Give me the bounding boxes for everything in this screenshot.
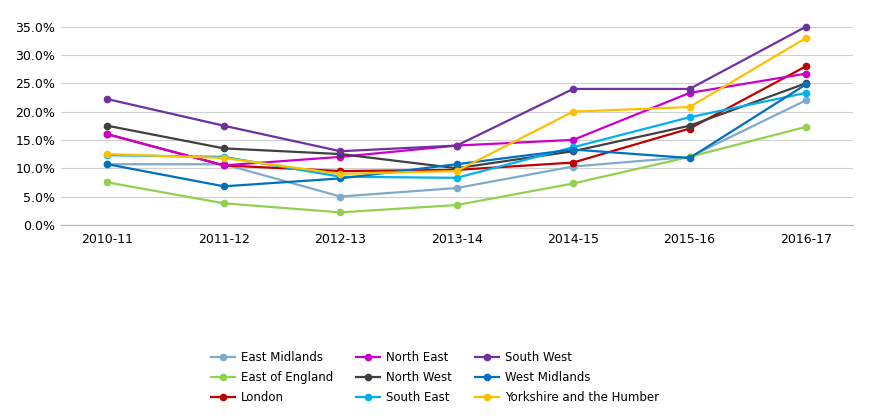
- South East: [335, 174, 345, 179]
- Legend: East Midlands, East of England, London, North East, North West, South East, Sout: East Midlands, East of England, London, …: [205, 345, 664, 410]
- West Midlands: [218, 184, 229, 189]
- North East: [567, 137, 578, 142]
- Yorkshire and the Humber: [451, 168, 461, 173]
- North East: [335, 154, 345, 159]
- South West: [218, 123, 229, 128]
- London: [799, 64, 810, 69]
- North West: [335, 151, 345, 156]
- East Midlands: [451, 186, 461, 191]
- North East: [218, 163, 229, 168]
- London: [335, 168, 345, 173]
- Line: Yorkshire and the Humber: Yorkshire and the Humber: [104, 35, 808, 177]
- North East: [103, 132, 113, 137]
- London: [567, 160, 578, 165]
- South East: [684, 115, 694, 120]
- East of England: [799, 124, 810, 129]
- South East: [799, 90, 810, 95]
- London: [218, 163, 229, 168]
- West Midlands: [103, 162, 113, 167]
- Line: South East: South East: [104, 90, 808, 181]
- Yorkshire and the Humber: [335, 171, 345, 176]
- East Midlands: [684, 154, 694, 159]
- Line: East Midlands: East Midlands: [104, 97, 808, 200]
- North West: [218, 146, 229, 151]
- East of England: [103, 180, 113, 185]
- Yorkshire and the Humber: [103, 151, 113, 156]
- Yorkshire and the Humber: [218, 156, 229, 161]
- North East: [799, 71, 810, 76]
- Line: London: London: [104, 63, 808, 174]
- West Midlands: [335, 176, 345, 181]
- East Midlands: [103, 162, 113, 167]
- South West: [335, 149, 345, 154]
- South East: [451, 175, 461, 180]
- South West: [567, 87, 578, 92]
- West Midlands: [799, 82, 810, 87]
- South East: [218, 154, 229, 159]
- Line: West Midlands: West Midlands: [104, 81, 808, 189]
- London: [103, 132, 113, 137]
- East of England: [567, 181, 578, 186]
- East Midlands: [567, 164, 578, 169]
- North West: [567, 149, 578, 154]
- East of England: [684, 154, 694, 159]
- London: [684, 126, 694, 131]
- Line: East of England: East of England: [104, 124, 808, 215]
- North East: [684, 90, 694, 95]
- North West: [103, 123, 113, 128]
- North East: [451, 143, 461, 148]
- South East: [103, 153, 113, 158]
- Yorkshire and the Humber: [567, 109, 578, 114]
- Yorkshire and the Humber: [799, 35, 810, 40]
- East of England: [218, 201, 229, 206]
- East Midlands: [335, 194, 345, 199]
- North West: [684, 123, 694, 128]
- Line: South West: South West: [104, 24, 808, 154]
- Yorkshire and the Humber: [684, 104, 694, 109]
- North West: [451, 166, 461, 171]
- South West: [103, 97, 113, 102]
- South West: [684, 87, 694, 92]
- Line: North East: North East: [104, 71, 808, 168]
- London: [451, 167, 461, 172]
- East of England: [335, 210, 345, 215]
- South West: [451, 143, 461, 148]
- West Midlands: [684, 156, 694, 161]
- West Midlands: [567, 147, 578, 152]
- East Midlands: [218, 162, 229, 167]
- East Midlands: [799, 98, 810, 103]
- West Midlands: [451, 162, 461, 167]
- East of England: [451, 203, 461, 208]
- North West: [799, 81, 810, 86]
- South East: [567, 145, 578, 150]
- South West: [799, 24, 810, 29]
- Line: North West: North West: [104, 80, 808, 171]
